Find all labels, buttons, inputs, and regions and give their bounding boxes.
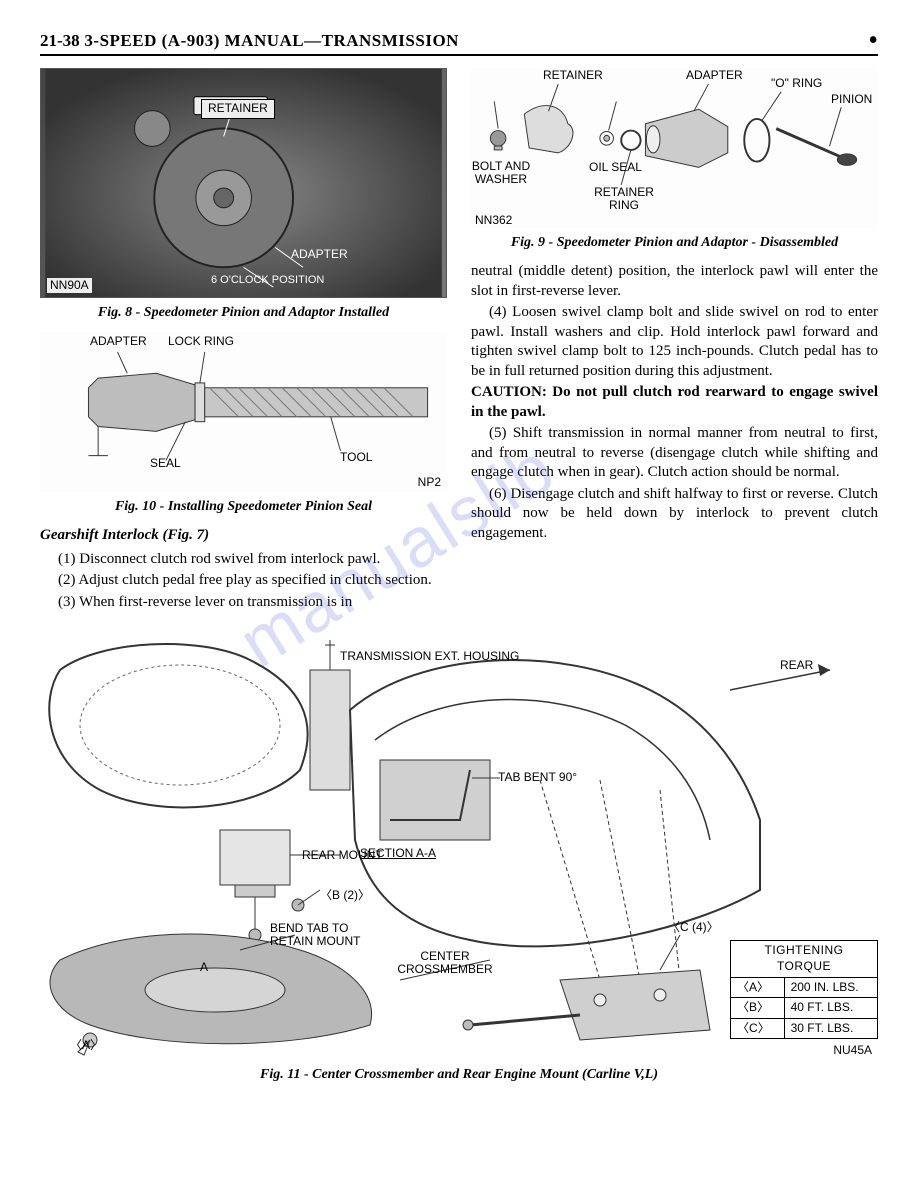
- fig11-label-a: 〈A〉: [70, 1038, 102, 1054]
- para-4: (4) Loosen swivel clamp bolt and slide s…: [471, 303, 878, 381]
- para-cont: neutral (middle detent) position, the in…: [471, 262, 878, 301]
- fig8-label-adapter: ADAPTER: [291, 247, 348, 263]
- fig9-id: NN362: [475, 213, 512, 229]
- fig9-label-pinion: PINION: [831, 92, 872, 108]
- header-dot: •: [868, 36, 878, 46]
- fig11-caption: Fig. 11 - Center Crossmember and Rear En…: [40, 1066, 878, 1084]
- fig8-photo: RETAINER ADAPTER 6 O'CLOCK POSITION NN90…: [40, 68, 447, 298]
- fig11-id: NU45A: [833, 1043, 872, 1059]
- fig9-drawing: BOLT AND WASHER RETAINER OIL SEAL RETAIN…: [471, 68, 878, 228]
- fig9-label-bolt: BOLT AND WASHER: [471, 160, 531, 185]
- torque-table-wrap: TIGHTENING TORQUE 〈A〉200 IN. LBS. 〈B〉40 …: [730, 940, 878, 1039]
- fig9-caption: Fig. 9 - Speedometer Pinion and Adaptor …: [471, 234, 878, 252]
- fig10-label-lockring: LOCK RING: [168, 334, 234, 350]
- fig9-label-retainer: RETAINER: [543, 68, 603, 84]
- fig10-caption: Fig. 10 - Installing Speedometer Pinion …: [40, 498, 447, 516]
- caution: CAUTION: Do not pull clutch rod rearward…: [471, 383, 878, 422]
- page-number: 21-38: [40, 31, 80, 50]
- para-5: (5) Shift transmission in normal manner …: [471, 424, 878, 483]
- fig9-label-retring: RETAINER RING: [589, 186, 659, 211]
- fig10-label-seal: SEAL: [150, 456, 181, 472]
- fig9-label-oilseal: OIL SEAL: [589, 160, 642, 176]
- para-6: (6) Disengage clutch and shift halfway t…: [471, 485, 878, 544]
- fig8-caption: Fig. 8 - Speedometer Pinion and Adaptor …: [40, 304, 447, 322]
- fig10-drawing: ADAPTER LOCK RING SEAL TOOL NP2: [40, 332, 447, 492]
- para-3: (3) When first-reverse lever on transmis…: [40, 593, 447, 613]
- torque-table: TIGHTENING TORQUE 〈A〉200 IN. LBS. 〈B〉40 …: [730, 940, 878, 1039]
- fig8-label-6oclock: 6 O'CLOCK POSITION: [211, 273, 324, 287]
- torque-header: TIGHTENING TORQUE: [731, 941, 878, 977]
- fig9-label-adapter: ADAPTER: [686, 68, 743, 84]
- fig11-drawing: TRANSMISSION EXT. HOUSING REAR MOUNT 〈B …: [40, 630, 878, 1060]
- page-header: 21-38 3-SPEED (A-903) MANUAL—TRANSMISSIO…: [40, 30, 878, 56]
- para-2: (2) Adjust clutch pedal free play as spe…: [40, 571, 447, 591]
- fig9-label-oring: "O" RING: [771, 76, 822, 92]
- fig10-label-tool: TOOL: [340, 450, 372, 466]
- fig8-label-retainer: RETAINER: [201, 99, 275, 119]
- fig11-label-a2: A: [200, 960, 208, 976]
- table-row: 〈B〉40 FT. LBS.: [731, 998, 878, 1019]
- fig10-id: NP2: [418, 475, 441, 491]
- fig8-id: NN90A: [47, 278, 92, 294]
- fig11-label-c4: 〈C (4)〉: [668, 920, 719, 936]
- fig11-label-transext: TRANSMISSION EXT. HOUSING: [340, 650, 519, 663]
- header-title: 3-SPEED (A-903) MANUAL—TRANSMISSION: [84, 31, 459, 50]
- table-row: 〈C〉30 FT. LBS.: [731, 1018, 878, 1039]
- table-row: 〈A〉200 IN. LBS.: [731, 977, 878, 998]
- fig10-label-adapter: ADAPTER: [90, 334, 147, 350]
- fig11-label-rear: REAR: [780, 658, 813, 674]
- gearshift-subhead: Gearshift Interlock (Fig. 7): [40, 526, 447, 546]
- para-1: (1) Disconnect clutch rod swivel from in…: [40, 550, 447, 570]
- fig11-label-centercross: CENTER CROSSMEMBER: [390, 950, 500, 975]
- fig11-label-tabbent: TAB BENT 90°: [498, 770, 577, 786]
- fig11-label-section: SECTION A-A: [360, 846, 436, 862]
- fig11-label-bendtab: BEND TAB TO RETAIN MOUNT: [270, 922, 380, 947]
- fig11-label-b2: 〈B (2)〉: [320, 888, 370, 904]
